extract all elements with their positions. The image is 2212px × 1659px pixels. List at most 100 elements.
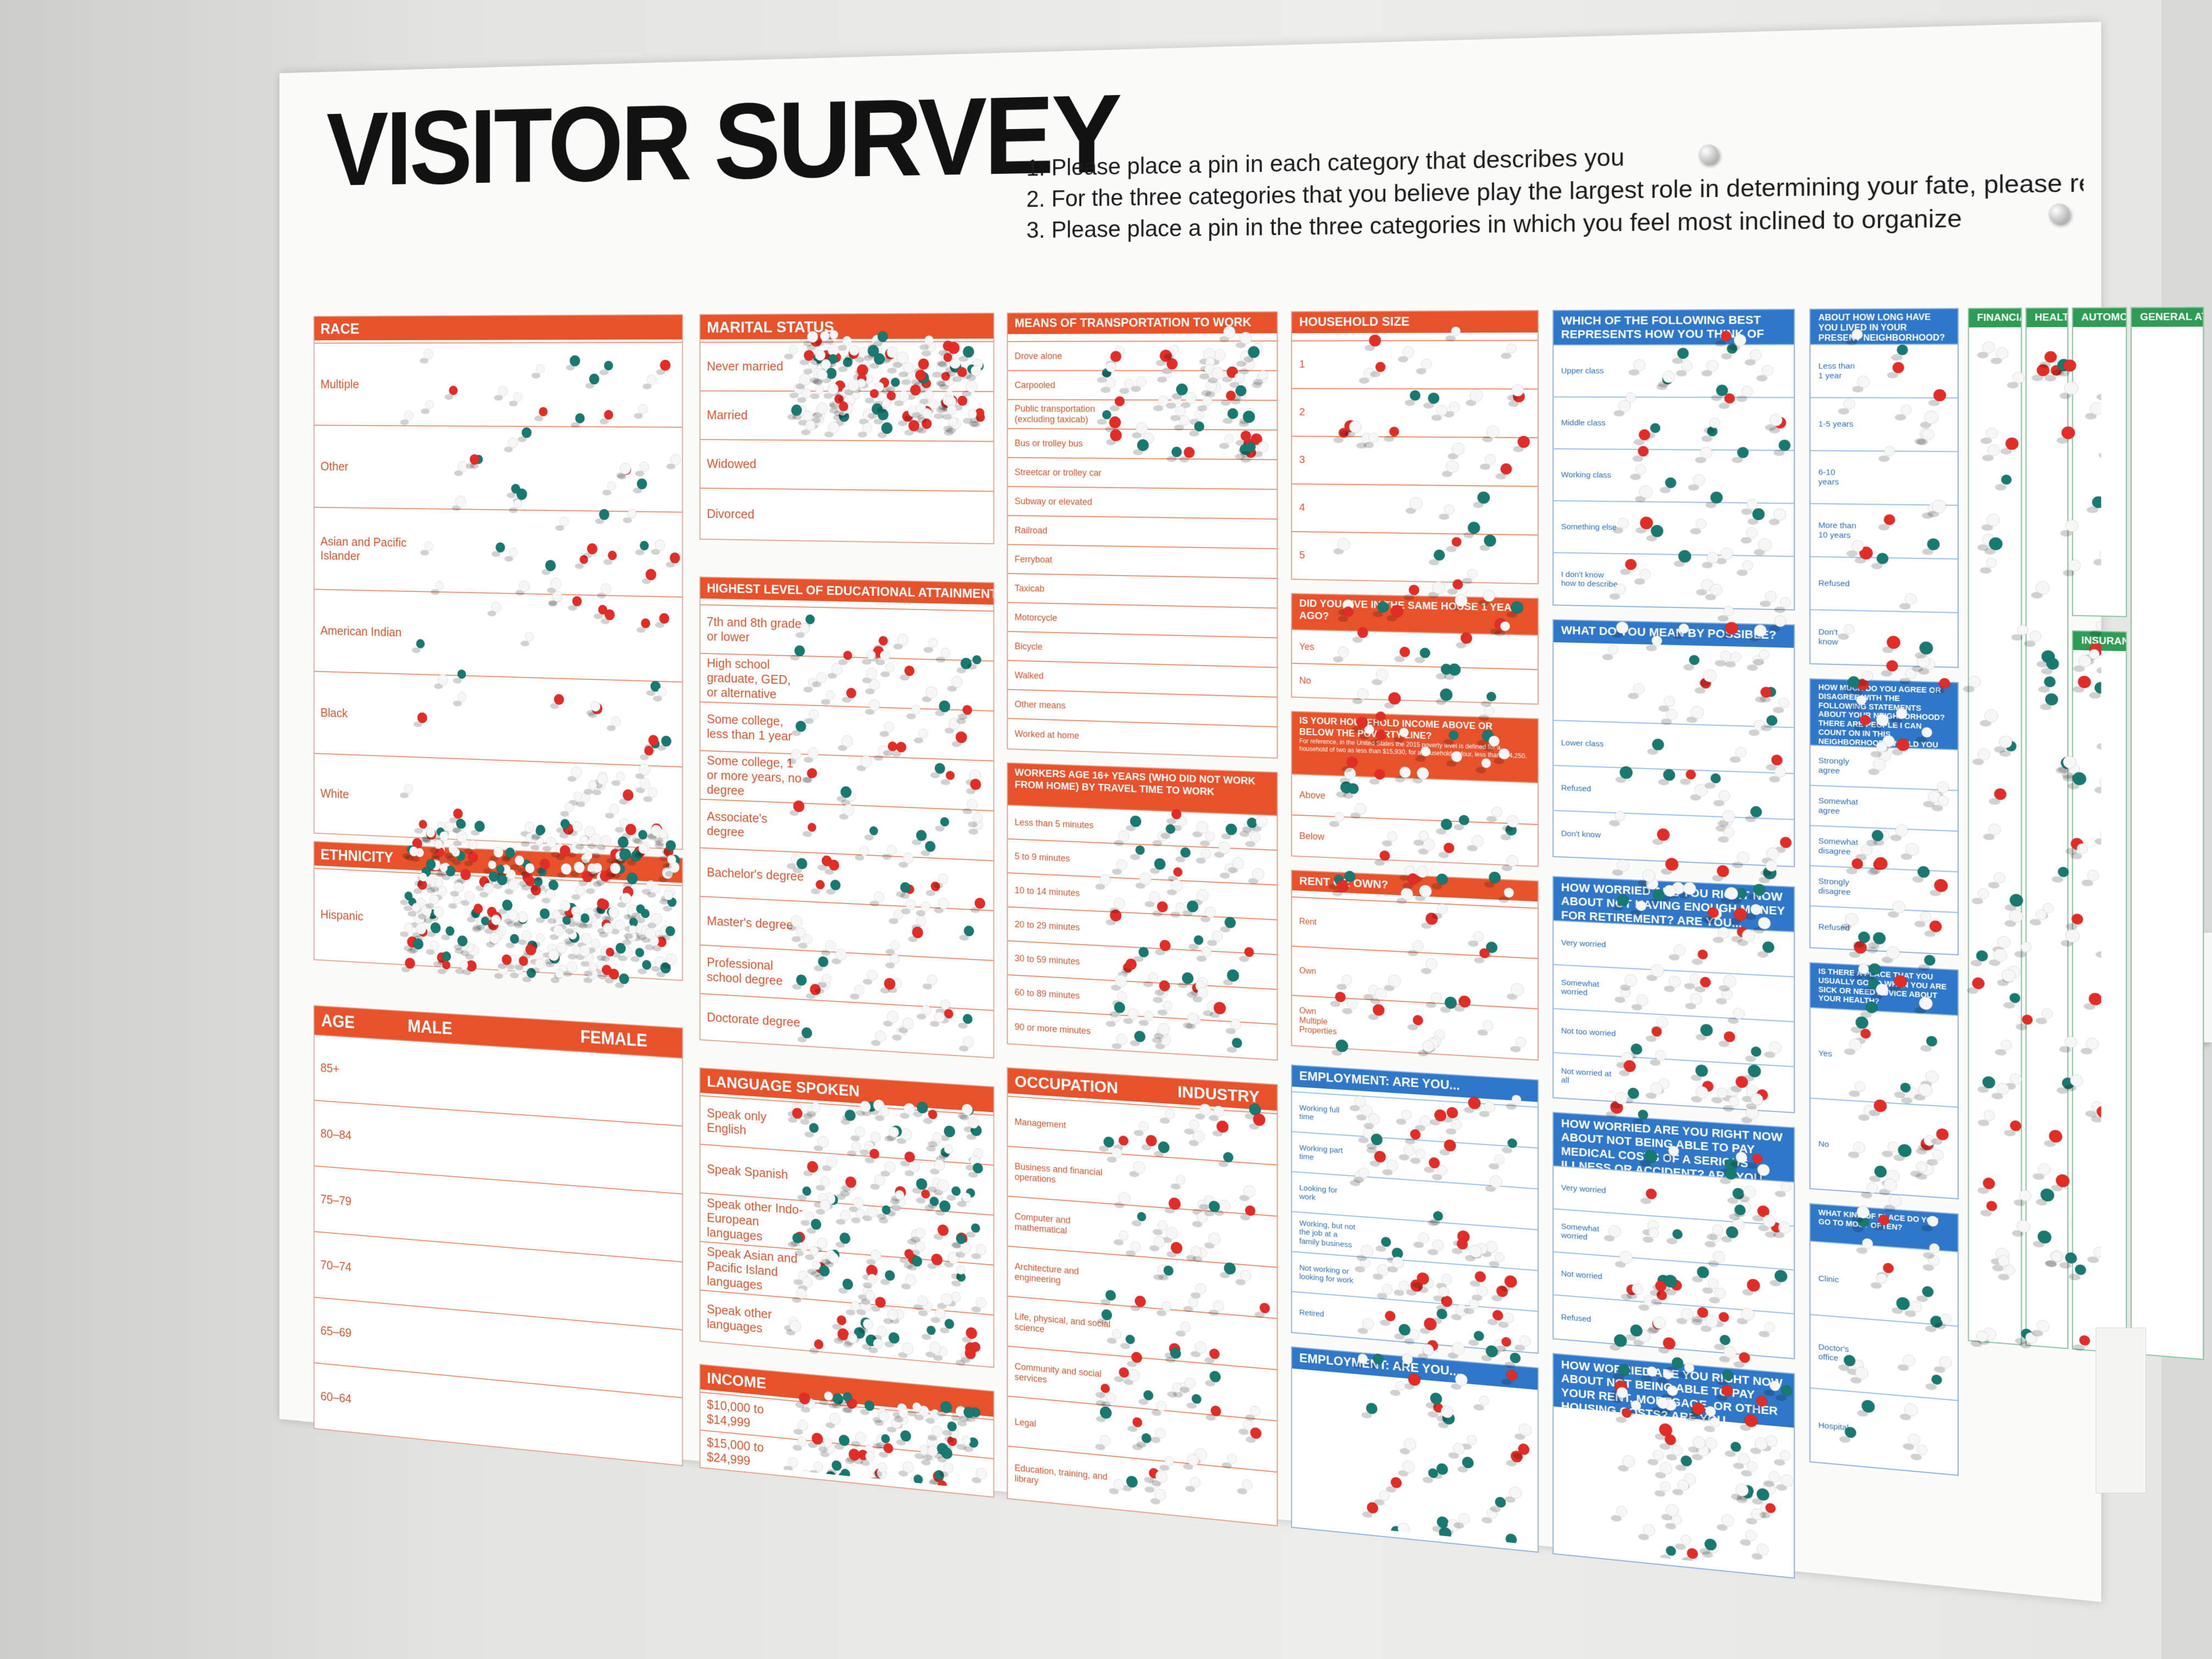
panel-kind: WHAT KIND OF PLACE DO YOU GO TO MOST OFT… [1809,1203,1959,1476]
instructions: 1. Please place a pin in each category t… [1026,132,2084,246]
row-label: Refused [1561,1313,1592,1324]
row-label: More than 10 years [1818,521,1857,540]
row-label: I don't know how to describe [1561,569,1618,589]
pin-shadow [462,969,472,975]
row-label: Bachelor's degree [707,865,804,884]
panel-poverty: IS YOUR HOUSEHOLD INCOME ABOVE OR BELOW … [1291,710,1539,867]
row-label: Rent [1299,917,1317,927]
row-education: High school graduate, GED, or alternativ… [700,653,994,711]
row-lived: Refused [1810,556,1958,612]
row-label: 90 or more minutes [1014,1022,1091,1036]
row-label: 65–69 [320,1323,352,1340]
row-label: Worked at home [1014,729,1080,741]
row-never-married: Never married [700,341,994,391]
row-label: Working full time [1299,1103,1340,1122]
panel-employment-2: EMPLOYMENT: ARE YOU... [1291,1346,1539,1553]
row-label: 60 to 89 minutes [1014,987,1080,1001]
row-label: Architecture and engineering [1014,1261,1079,1286]
pin-shadow [1609,1344,1621,1351]
row-label: Bicycle [1014,641,1043,652]
row-label: Other [320,459,348,473]
panel-title: HOW WORRIED ARE YOU RIGHT NOW ABOUT NOT … [1553,1354,1794,1428]
panel-language: LANGUAGE SPOKEN Speak only English Speak… [699,1067,995,1368]
row-same-house: No [1292,663,1538,704]
row-label: Very worried [1561,1183,1606,1195]
row-label: Not working or looking for work [1299,1263,1353,1285]
row-divorced: Divorced [700,487,994,544]
row-think: Middle class [1553,396,1794,450]
row-label: Middle class [1561,418,1606,428]
row-label: Yes [1299,641,1314,652]
row-lived: 1-5 years [1810,397,1958,452]
panel-occupation: OCCUPATION INDUSTRY Management Business … [1007,1067,1278,1527]
panel-title: HIGHEST LEVEL OF EDUCATIONAL ATTAINMENT [700,577,994,605]
row-label: Associate's degree [707,809,768,840]
push-pin [1510,1352,1520,1364]
row-label: 60–64 [320,1389,352,1406]
row-label: Not worried [1561,1269,1602,1282]
pin-shadow [615,982,624,989]
panel-education: HIGHEST LEVEL OF EDUCATIONAL ATTAINMENT … [699,576,995,1059]
pin-shadow [1447,588,1458,595]
pin-shadow [1384,702,1395,709]
pin-shadow [550,977,560,984]
panel-title: MEANS OF TRANSPORTATION TO WORK [1008,312,1277,334]
row-household: 4 [1292,483,1538,535]
row-think: Working class [1553,448,1794,503]
pin-shadow [1331,1049,1342,1057]
panel-meaning: WHAT DO YOU MEAN BY POSSIBLE? Lower clas… [1552,619,1795,867]
pin-shadow [437,968,447,975]
row-label: 4 [1299,501,1305,514]
row-label: Looking for work [1299,1183,1338,1203]
row-hispanic: Hispanic [314,867,682,980]
row-poverty: Below [1292,814,1538,866]
panel-title: IS THERE A PLACE THAT YOU USUALLY GO TO … [1810,963,1958,1015]
row-label: Speak other Indo-European languages [707,1195,803,1244]
row-label: 30 to 59 minutes [1014,953,1080,967]
row-label: Don't know [1561,829,1601,840]
row-label: Business and financial operations [1014,1161,1103,1185]
row-label: 3 [1299,454,1305,466]
row-kind: Hospital [1810,1387,1958,1475]
row-place: No [1810,1097,1958,1199]
row-label: 10 to 14 minutes [1014,885,1080,898]
panel-insurance: INSURANCE [2072,630,2128,1354]
row-meaning: Don't know [1553,810,1794,866]
row-label: Doctor's office [1818,1342,1849,1363]
row-label: 20 to 29 minutes [1014,919,1080,933]
pin-shadow [1760,870,1771,877]
pin-shadow [1733,1361,1745,1368]
pin-shadow [1719,1355,1730,1363]
pin-shadow [435,839,444,846]
row-label: Widowed [707,456,757,471]
row-label: Public transportation (excluding taxicab… [1014,403,1096,425]
survey-poster: VISITOR SURVEY 1. Please place a pin in … [279,22,2204,1602]
row-transport: Carpooled [1008,370,1277,400]
row-label: High school graduate, GED, or alternativ… [707,656,791,702]
row-label: Life, physical, and social science [1014,1311,1111,1335]
push-pin [1409,585,1419,595]
row-label: Below [1299,830,1325,842]
panel-financial: FINANCIAL [1967,307,2022,1346]
row-other: Other [314,425,682,512]
row-label: Subway or elevated [1014,495,1092,507]
push-pin [1717,865,1729,877]
row-label: Hospital [1818,1421,1849,1433]
row-label: American Indian [320,623,402,640]
row-label: Railroad [1014,524,1048,535]
pin-shadow [1881,956,1893,964]
row-transport: Streetcar or trolley car [1008,457,1277,489]
panel-automobile: AUTOMOBILE [2072,307,2128,617]
row-label: 2 [1299,407,1305,418]
row-label: $15,000 to $24,999 [707,1435,764,1468]
row-label: White [320,786,349,802]
push-pin [1610,1101,1623,1114]
row-label: 70–74 [320,1257,352,1274]
row-label: Taxicab [1014,583,1045,594]
pin-shadow [1918,668,1929,675]
row-label: Education, training, and library [1014,1463,1108,1486]
row-agree: Strongly disagree [1810,865,1958,912]
pin-shadow [453,840,462,847]
row-agree: Somewhat disagree [1810,825,1958,872]
row-label: 80–84 [320,1126,352,1143]
